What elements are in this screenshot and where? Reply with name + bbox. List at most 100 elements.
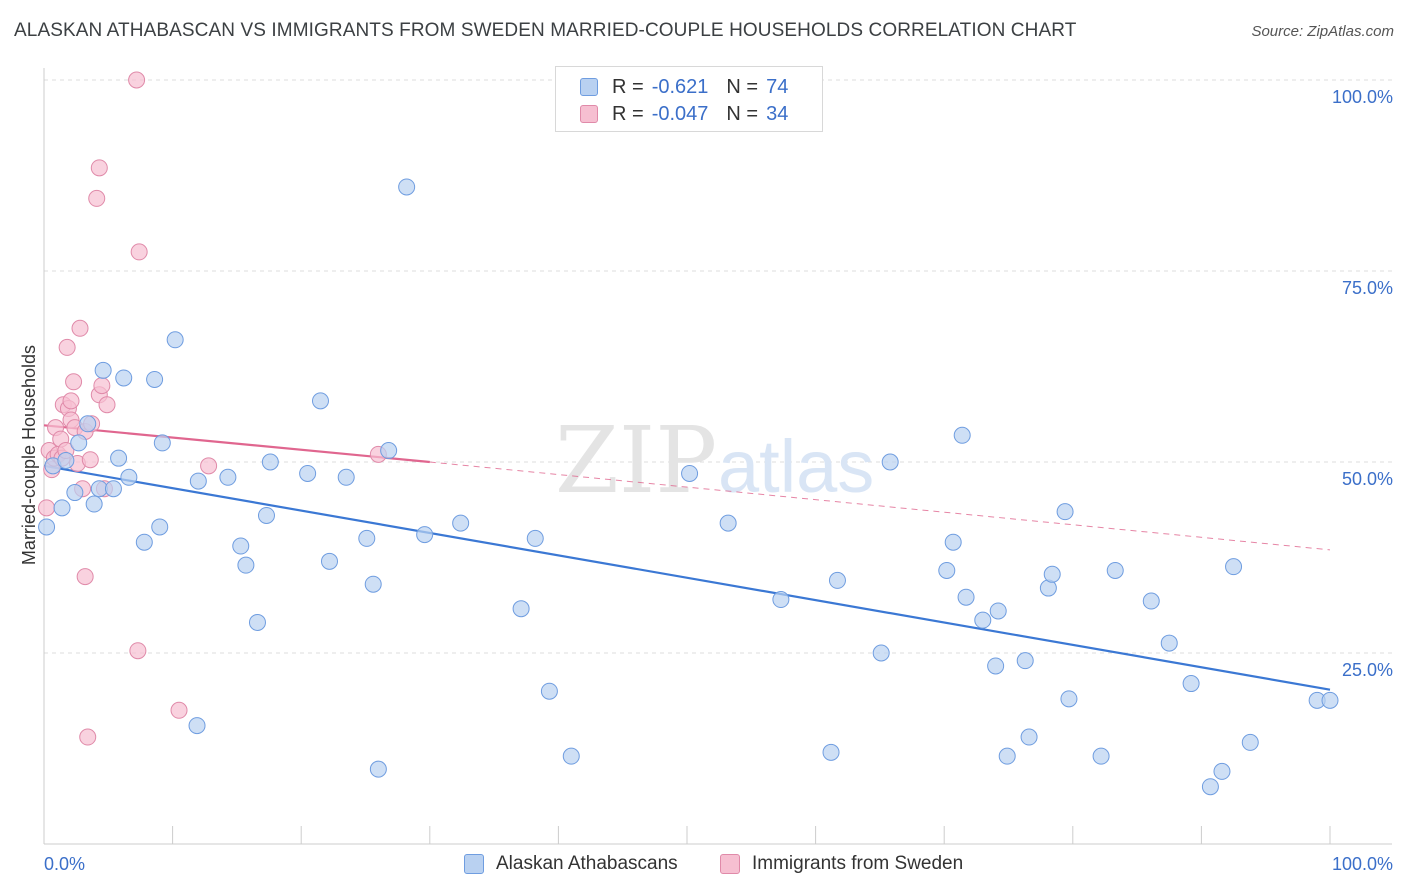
y-tick-label: 50.0% — [1342, 469, 1393, 489]
sweden-point — [62, 392, 80, 410]
legend-swatch-pink — [580, 105, 598, 123]
athabascan-point — [311, 392, 329, 410]
sweden-point — [200, 457, 218, 475]
athabascan-point — [1241, 733, 1259, 751]
correlation-legend: R = -0.621 N = 74 R = -0.047 N = 34 — [555, 66, 823, 132]
bottom-legend-athabascans: Alaskan Athabascans — [464, 851, 678, 877]
bottom-legend-sweden: Immigrants from Sweden — [720, 851, 963, 877]
athabascan-point — [398, 178, 416, 196]
legend-n-label: N = — [726, 102, 759, 125]
y-tick-label: 75.0% — [1342, 278, 1393, 298]
athabascan-point — [540, 682, 558, 700]
athabascan-point — [1201, 778, 1219, 796]
sweden-point — [76, 568, 94, 586]
sweden-point — [79, 728, 97, 746]
athabascan-point — [1225, 558, 1243, 576]
legend-r-value: -0.047 — [651, 102, 709, 125]
athabascan-point — [1106, 561, 1124, 579]
athabascan-point — [1213, 762, 1231, 780]
athabascan-point — [299, 464, 317, 482]
athabascan-point — [90, 480, 108, 498]
athabascan-point — [1056, 503, 1074, 521]
athabascan-point — [110, 449, 128, 467]
sweden-point — [170, 701, 188, 719]
athabascan-point — [104, 480, 122, 498]
athabascan-point — [369, 760, 387, 778]
legend-n-value: 74 — [766, 75, 789, 98]
athabascan-point — [953, 426, 971, 444]
sweden-point — [98, 396, 116, 414]
bottom-legend-swatch-pink — [720, 854, 740, 874]
athabascan-point — [219, 468, 237, 486]
sweden-trend-line — [43, 424, 430, 464]
athabascan-point — [248, 613, 266, 631]
sweden-point — [128, 71, 146, 89]
athabascan-point — [416, 526, 434, 544]
bottom-legend-label: Alaskan Athabascans — [496, 853, 678, 874]
legend-row-sweden: R = -0.047 N = 34 — [580, 101, 788, 127]
legend-n-value: 34 — [766, 102, 789, 125]
athabascan-point — [66, 484, 84, 502]
athabascan-point — [358, 529, 376, 547]
athabascan-point — [987, 657, 1005, 675]
athabascan-point — [944, 533, 962, 551]
athabascan-point — [320, 552, 338, 570]
athabascan-point — [526, 529, 544, 547]
athabascan-point — [232, 537, 250, 555]
athabascan-point — [94, 361, 112, 379]
sweden-point — [90, 159, 108, 177]
athabascan-point — [189, 472, 207, 490]
athabascan-point — [135, 533, 153, 551]
athabascan-point — [151, 518, 169, 536]
legend-swatch-blue — [580, 78, 598, 96]
sweden-point — [58, 338, 76, 356]
data-points — [38, 71, 1339, 796]
watermark-atlas: atlas — [718, 425, 874, 508]
chart-title: ALASKAN ATHABASCAN VS IMMIGRANTS FROM SW… — [14, 20, 1077, 41]
athabascan-point — [237, 556, 255, 574]
athabascan-point — [989, 602, 1007, 620]
athabascan-point — [166, 331, 184, 349]
athabascan-point — [822, 743, 840, 761]
athabascan-point — [998, 747, 1016, 765]
bottom-legend-swatch-blue — [464, 854, 484, 874]
athabascan-point — [79, 415, 97, 433]
athabascan-point — [974, 611, 992, 629]
athabascan-point — [1060, 690, 1078, 708]
sweden-point — [71, 319, 89, 337]
athabascan-point — [85, 495, 103, 513]
athabascan-point — [1020, 728, 1038, 746]
athabascan-point — [115, 369, 133, 387]
y-axis-label: Married-couple Households — [19, 345, 39, 565]
athabascan-point — [1092, 747, 1110, 765]
athabascan-point — [1142, 592, 1160, 610]
sweden-trend-line-extension — [429, 461, 1331, 551]
legend-r-label: R = — [612, 75, 644, 98]
athabascan-point — [1160, 634, 1178, 652]
x-tick-label: 100.0% — [1332, 854, 1393, 874]
sweden-point — [81, 451, 99, 469]
y-tick-label: 100.0% — [1332, 87, 1393, 107]
watermark: ZIP atlas — [555, 407, 874, 514]
athabascan-trend-line — [43, 464, 1331, 691]
bottom-legend-label: Immigrants from Sweden — [752, 853, 964, 874]
legend-row-athabascan: R = -0.621 N = 74 — [580, 74, 788, 100]
watermark-zip: ZIP — [555, 407, 717, 514]
x-tick-label: 0.0% — [44, 854, 85, 874]
athabascan-point — [452, 514, 470, 532]
athabascan-point — [257, 506, 275, 524]
legend-n-label: N = — [726, 75, 759, 98]
sweden-point — [65, 373, 83, 391]
athabascan-point — [188, 717, 206, 735]
athabascan-point — [881, 453, 899, 471]
sweden-point — [38, 499, 56, 517]
athabascan-point — [337, 468, 355, 486]
athabascan-point — [957, 588, 975, 606]
sweden-point — [88, 189, 106, 207]
legend-r-value: -0.621 — [651, 75, 709, 98]
athabascan-point — [719, 514, 737, 532]
legend-r-label: R = — [612, 102, 644, 125]
athabascan-point — [380, 442, 398, 460]
athabascan-point — [772, 591, 790, 609]
